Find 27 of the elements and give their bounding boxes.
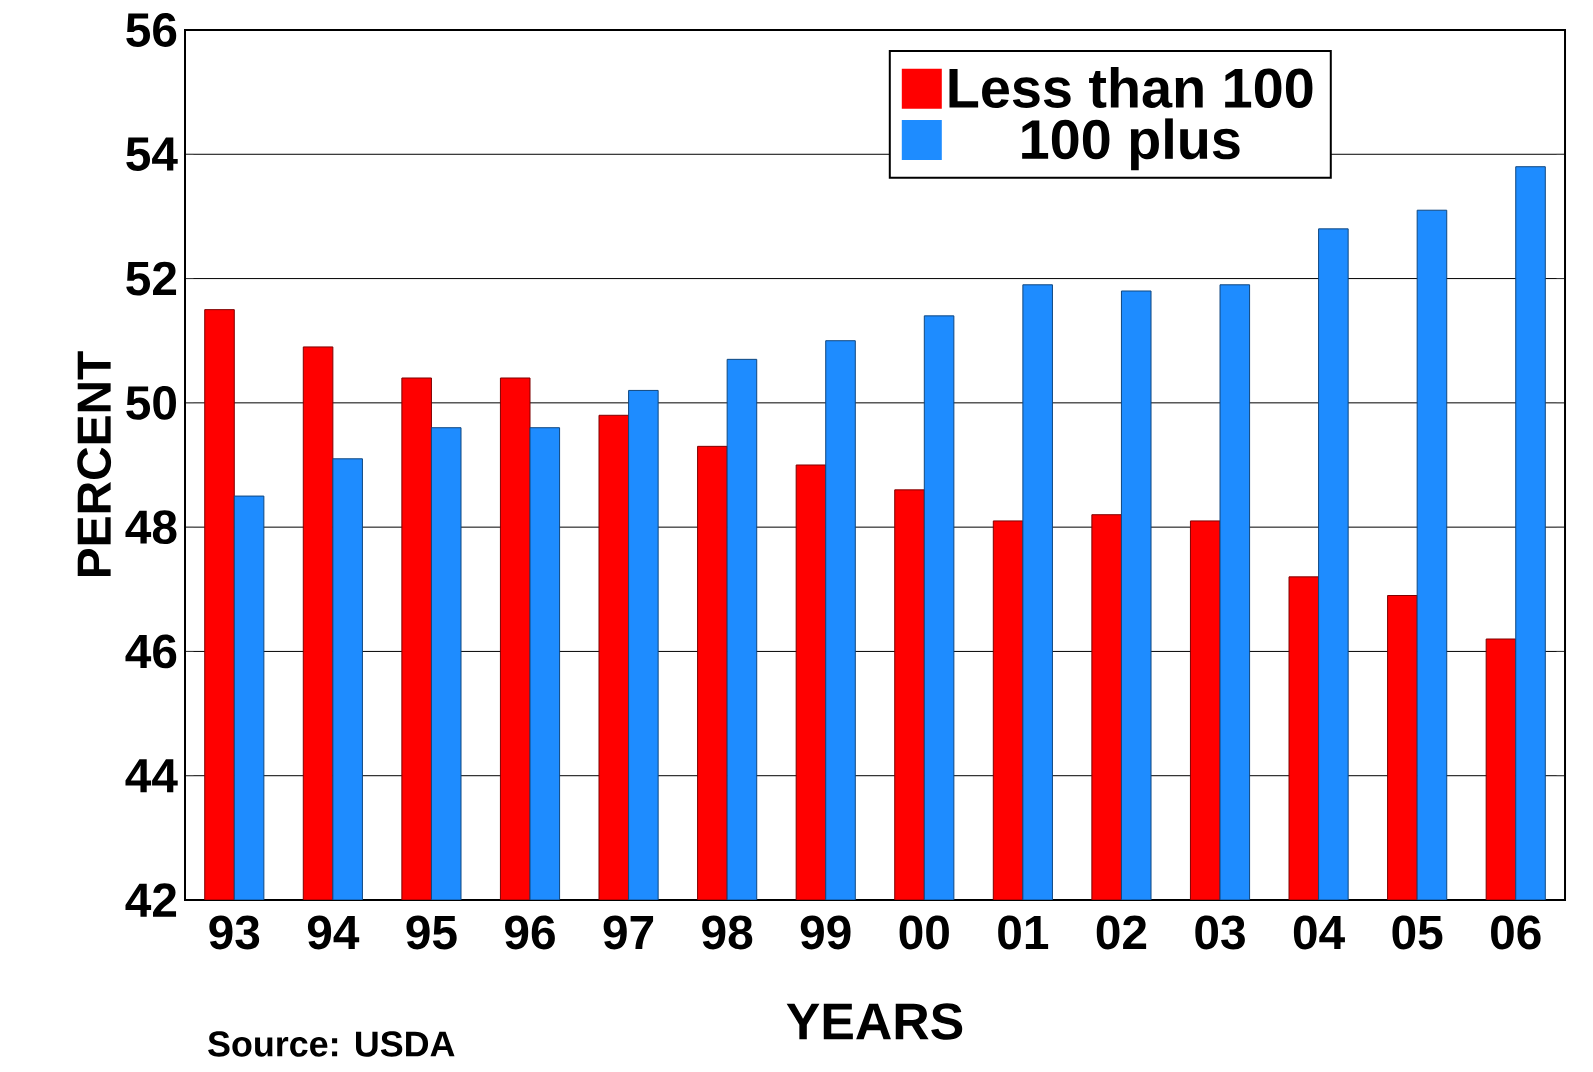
source-note: Source: USDA [208, 1031, 455, 1057]
x-tick-label: 99 [800, 915, 851, 950]
y-tick-label: 52 [126, 261, 177, 296]
x-tick-label: 94 [307, 915, 360, 950]
x-tick-label: 93 [209, 915, 260, 950]
x-tick-label: 98 [702, 915, 753, 950]
y-tick-label: 50 [126, 385, 176, 420]
legend-label: Less than 100 [949, 67, 1313, 108]
x-tick-label: 00 [899, 915, 949, 950]
x-tick-label: 04 [1293, 915, 1345, 950]
x-tick-label: 05 [1392, 915, 1443, 950]
x-tick-label: 97 [603, 915, 654, 950]
y-tick-label: 46 [125, 634, 177, 669]
y-tick-label: 48 [125, 510, 177, 545]
x-tick-label: 03 [1195, 915, 1245, 950]
y-tick-label: 56 [126, 13, 177, 47]
y-tick-label: 42 [125, 883, 177, 917]
y-tick-label: 54 [126, 137, 178, 171]
legend-label: 100 plus [1022, 118, 1240, 171]
x-axis-title: YEARS [786, 1003, 963, 1040]
x-tick-label: 01 [998, 915, 1049, 950]
y-axis-title: PERCENT [77, 351, 112, 577]
x-tick-label: 96 [505, 915, 555, 950]
x-tick-label: 95 [406, 915, 457, 950]
x-tick-label: 02 [1096, 915, 1147, 950]
x-tick-label: 06 [1491, 915, 1541, 950]
y-tick-label: 44 [125, 759, 178, 793]
